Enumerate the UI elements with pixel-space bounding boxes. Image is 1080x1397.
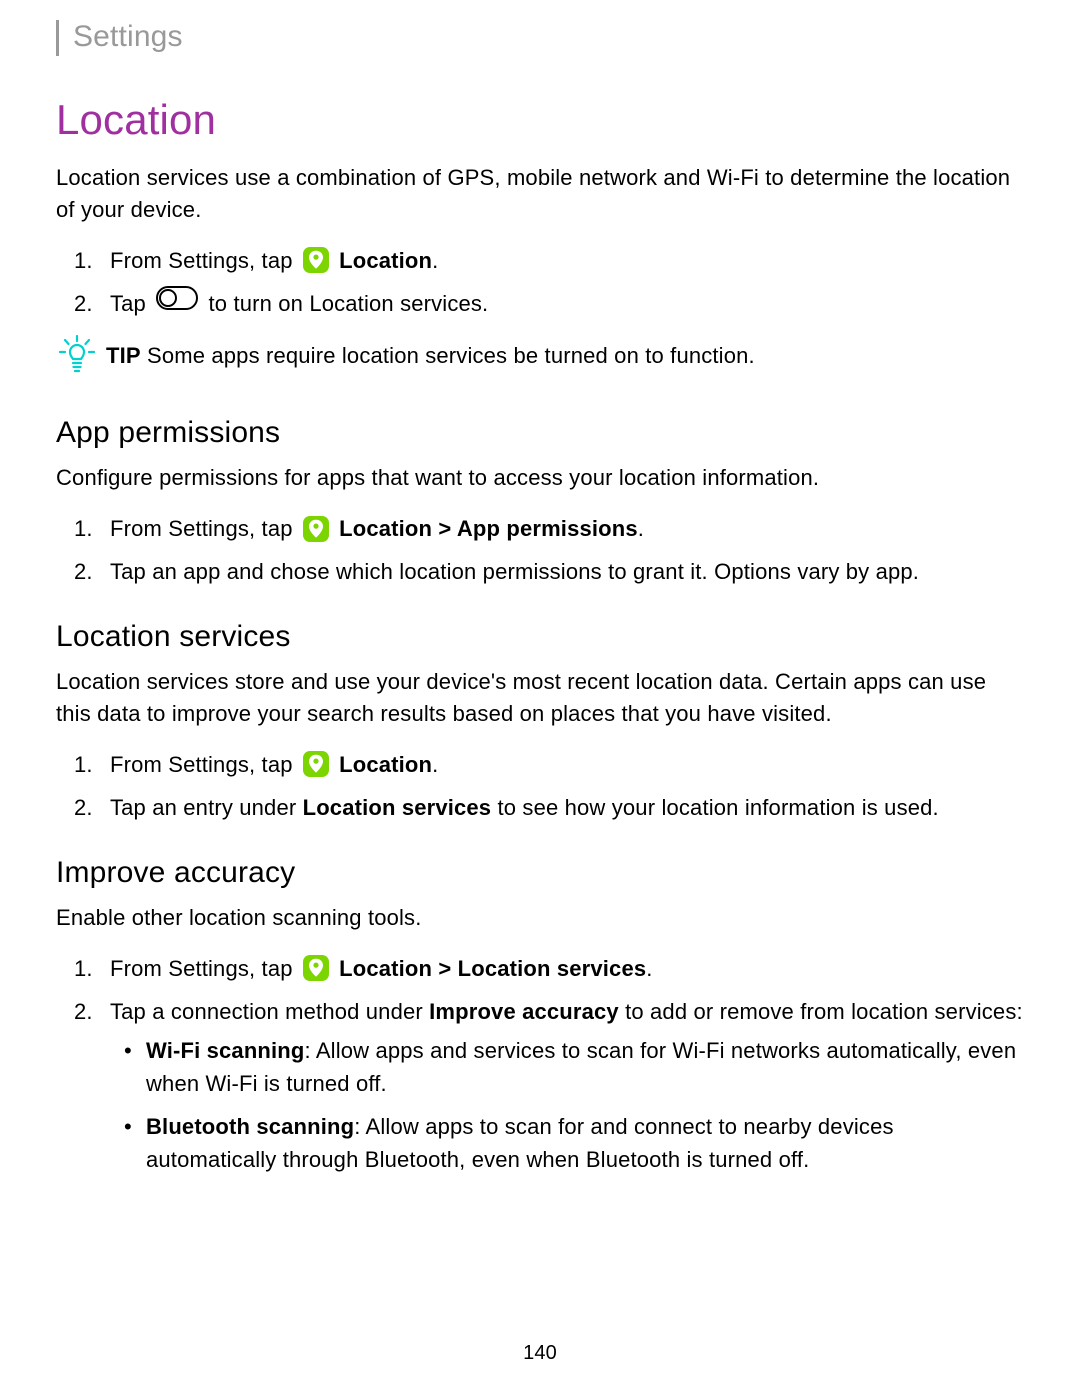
step-text: Tap a connection method under <box>110 999 429 1024</box>
improve-accuracy-intro: Enable other location scanning tools. <box>56 902 1024 934</box>
step-bold: Location services <box>303 795 492 820</box>
improve-accuracy-steps: From Settings, tap Location > Location s… <box>56 952 1024 1176</box>
step-item: Tap an entry under Location services to … <box>110 791 1024 824</box>
app-permissions-steps: From Settings, tap Location > App permis… <box>56 512 1024 588</box>
header-title: Settings <box>73 20 183 54</box>
heading-location-services: Location services <box>56 620 1024 654</box>
location-steps: From Settings, tap Location. Tap to turn… <box>56 244 1024 322</box>
page-header: Settings <box>56 20 1024 56</box>
step-item: From Settings, tap Location > App permis… <box>110 512 1024 545</box>
step-text: to turn on Location services. <box>209 291 489 316</box>
step-post: . <box>432 248 438 273</box>
location-icon <box>303 516 329 542</box>
tip-callout: TIP Some apps require location services … <box>58 339 1024 384</box>
tip-text-wrap: TIP Some apps require location services … <box>106 339 755 372</box>
step-post: . <box>638 516 644 541</box>
step-post: to see how your location information is … <box>491 795 939 820</box>
accuracy-bullets: Wi-Fi scanning: Allow apps and services … <box>110 1034 1024 1176</box>
step-bold: Location <box>339 248 432 273</box>
bullet-bold: Wi-Fi scanning <box>146 1038 305 1063</box>
step-item: From Settings, tap Location. <box>110 244 1024 277</box>
app-permissions-intro: Configure permissions for apps that want… <box>56 462 1024 494</box>
location-icon <box>303 247 329 273</box>
step-item: From Settings, tap Location. <box>110 748 1024 781</box>
page-number: 140 <box>0 1342 1080 1365</box>
step-text: From Settings, tap <box>110 752 299 777</box>
step-bold: Improve accuracy <box>429 999 619 1024</box>
step-text: From Settings, tap <box>110 248 299 273</box>
bullet-item: Wi-Fi scanning: Allow apps and services … <box>146 1034 1024 1100</box>
tip-label: TIP <box>106 343 141 368</box>
step-item: Tap a connection method under Improve ac… <box>110 995 1024 1176</box>
location-intro: Location services use a combination of G… <box>56 162 1024 226</box>
tip-text: Some apps require location services be t… <box>147 343 755 368</box>
bullet-item: Bluetooth scanning: Allow apps to scan f… <box>146 1110 1024 1176</box>
step-post: . <box>432 752 438 777</box>
location-icon <box>303 751 329 777</box>
step-text: Tap <box>110 291 152 316</box>
step-post: to add or remove from location services: <box>619 999 1023 1024</box>
location-services-intro: Location services store and use your dev… <box>56 666 1024 730</box>
main-heading-location: Location <box>56 96 1024 144</box>
step-item: From Settings, tap Location > Location s… <box>110 952 1024 985</box>
toggle-off-icon <box>156 286 198 319</box>
location-icon <box>303 955 329 981</box>
heading-improve-accuracy: Improve accuracy <box>56 856 1024 890</box>
step-text: From Settings, tap <box>110 516 299 541</box>
step-bold: Location <box>339 752 432 777</box>
heading-app-permissions: App permissions <box>56 416 1024 450</box>
step-bold: Location > App permissions <box>339 516 638 541</box>
bullet-bold: Bluetooth scanning <box>146 1114 354 1139</box>
step-text: From Settings, tap <box>110 956 299 981</box>
step-item: Tap to turn on Location services. <box>110 287 1024 322</box>
lightbulb-icon <box>58 335 96 384</box>
header-divider <box>56 20 59 56</box>
step-text: Tap an entry under <box>110 795 303 820</box>
step-post: . <box>646 956 652 981</box>
location-services-steps: From Settings, tap Location. Tap an entr… <box>56 748 1024 824</box>
step-bold: Location > Location services <box>339 956 646 981</box>
step-item: Tap an app and chose which location perm… <box>110 555 1024 588</box>
